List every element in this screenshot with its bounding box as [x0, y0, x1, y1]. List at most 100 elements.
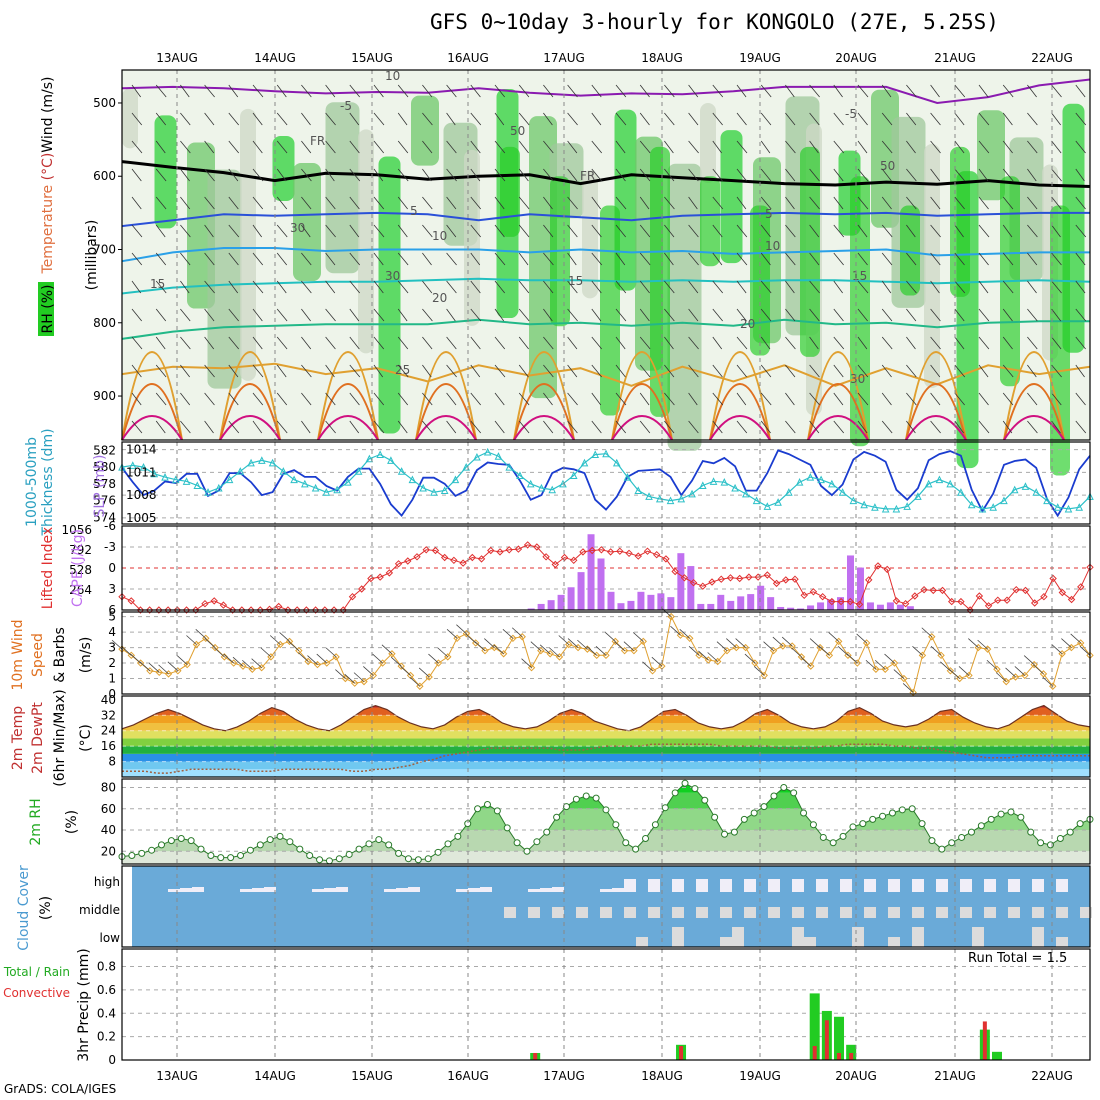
cloud-middle-cell [552, 907, 564, 918]
wind-barb [494, 196, 505, 210]
lifted-index-point [348, 592, 357, 601]
wind-barb [543, 308, 553, 322]
cloud-middle-cell [744, 907, 756, 918]
wind-barb [615, 252, 626, 266]
lifted-index-point [588, 546, 596, 555]
ytick-label-wind: 4 [108, 625, 116, 639]
wind-barb [688, 112, 699, 126]
thickness-point [268, 458, 277, 467]
date-label-bottom: 16AUG [447, 1069, 489, 1083]
lifted-index-point [1077, 583, 1085, 591]
wind-barb [639, 392, 650, 406]
wind-speed-point [620, 646, 629, 655]
precip-total-bar [992, 1051, 1002, 1060]
cloud-middle-cell [672, 907, 684, 918]
cloud-middle-cell [1080, 907, 1092, 918]
surface-wind-barb [148, 663, 160, 673]
surface-wind-barb [260, 647, 272, 658]
wind-barb [857, 112, 868, 126]
rh-point [434, 848, 442, 856]
thickness-point [1075, 503, 1084, 511]
wind-barb [1027, 280, 1037, 294]
wind-barb [252, 168, 264, 182]
thickness-point [860, 500, 868, 509]
wind-barb [688, 280, 699, 294]
lifted-index-point [228, 606, 237, 614]
rh-shading [358, 129, 374, 354]
rh-point [335, 855, 343, 863]
date-label-top: 21AUG [934, 51, 976, 65]
wind-speed-point [583, 645, 592, 653]
warm-contour [807, 415, 869, 441]
wind-barb [760, 308, 772, 322]
cloud-middle-cell [1008, 907, 1020, 918]
lifted-index-point [662, 555, 670, 563]
thickness-point [623, 473, 632, 481]
warm-contour [709, 383, 771, 441]
wind-barb [470, 336, 481, 350]
ytick-label: 600 [93, 169, 116, 183]
thickness-point [258, 456, 266, 464]
wind-barb [349, 84, 360, 98]
wind-barb [736, 224, 748, 238]
cloud-ylabel-unit: (%) [38, 896, 54, 920]
wind-barb [978, 280, 989, 294]
wind-barb [736, 420, 748, 434]
wind-barb [954, 168, 966, 182]
cloud-high-cell [336, 887, 348, 892]
wind-barb [736, 84, 747, 98]
wind-barb [712, 280, 724, 294]
wind-barb [881, 252, 893, 266]
surface-wind-barb [623, 641, 635, 651]
wind-barb [325, 252, 336, 266]
wind-barb [809, 392, 820, 406]
wind-barb [857, 84, 869, 98]
temp-band [122, 730, 1090, 739]
rh-point [740, 815, 748, 823]
wind-speed-point [174, 667, 182, 675]
wind-barb [567, 140, 578, 154]
lifted-index-point [606, 548, 615, 556]
wind-barb [470, 140, 481, 154]
wind-speed-point [462, 629, 471, 638]
wind-speed-point [527, 663, 536, 672]
wind-speed-point [509, 634, 517, 643]
wind-barb [518, 336, 529, 350]
surface-wind-barb [1005, 667, 1016, 678]
thickness-point [634, 486, 643, 495]
warm-contour [219, 415, 281, 441]
wind-barb [494, 280, 506, 294]
cape-bar [587, 534, 595, 610]
wind-barb [591, 112, 602, 126]
cape-bar [577, 572, 585, 610]
surface-wind-barb [372, 653, 383, 664]
wind-barb [615, 308, 627, 322]
wind-barb [1002, 84, 1014, 98]
precip-convective-bar [982, 1021, 987, 1060]
thickness-point [322, 488, 331, 496]
wind-speed-point [378, 659, 387, 667]
wind-speed-point [350, 679, 359, 687]
wind-barb [446, 252, 457, 266]
wind-barb [881, 140, 893, 154]
lifted-index-point [671, 567, 679, 576]
panel-frame [121, 525, 1091, 611]
ytick-label-li: -6 [104, 519, 116, 533]
rh-point [977, 822, 985, 830]
surface-wind-barb [325, 647, 337, 658]
cape-bar [707, 603, 715, 610]
wind-barb [349, 224, 360, 238]
cloud-high-cell [936, 879, 948, 892]
warm-contour [709, 351, 771, 441]
ytick-label-cape: 264 [69, 583, 92, 597]
wind-barb [712, 84, 724, 98]
wind-barb [373, 84, 384, 98]
contour-label: 10 [385, 69, 400, 83]
wind-barb [591, 140, 603, 154]
thickness-point [817, 475, 825, 484]
wind-barb [591, 252, 603, 266]
wind-barb [809, 112, 820, 126]
wind-barb [712, 392, 724, 406]
wind-speed-point [453, 634, 461, 643]
contour-label: 5 [765, 207, 773, 221]
